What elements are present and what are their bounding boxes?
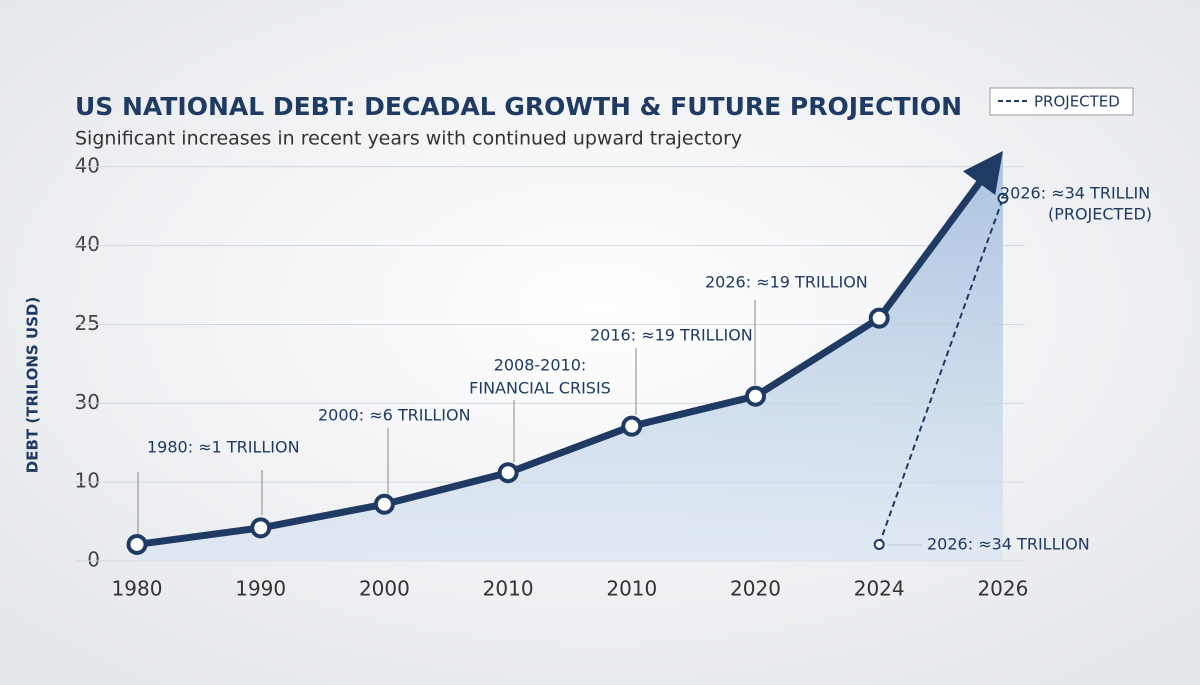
x-tick-label: 1980 xyxy=(112,577,163,601)
chart-subtitle: Significant increases in recent years wi… xyxy=(75,128,742,150)
annotation: 2016: ≈19 TRILLION xyxy=(590,326,753,345)
y-tick-label: 30 xyxy=(75,390,100,414)
x-tick-label: 2020 xyxy=(730,577,781,601)
point xyxy=(868,307,890,329)
annotation: 2026: ≈34 TRILLION xyxy=(927,535,1090,554)
y-tick-label: 10 xyxy=(75,469,100,493)
y-axis-label: DEBT (TRILONS USD) xyxy=(24,297,42,473)
x-tick-label: 2010 xyxy=(483,577,534,601)
y-tick-label: 25 xyxy=(75,311,100,335)
projected-line xyxy=(878,197,1004,545)
x-tick-label: 2000 xyxy=(359,577,410,601)
x-tick-label: 2026 xyxy=(977,577,1028,601)
chart-title: US NATIONAL DEBT: DECADAL GROWTH & FUTUR… xyxy=(75,92,962,121)
point xyxy=(250,517,272,539)
annotation: 2008-2010: xyxy=(494,356,587,375)
annotation: 1980: ≈1 TRILLION xyxy=(147,438,300,457)
annotation: FINANCIAL CRISIS xyxy=(469,379,611,398)
legend-box xyxy=(989,87,1134,116)
projected-point xyxy=(873,538,885,550)
legend: PROJECTED xyxy=(989,87,1134,116)
projected-point xyxy=(997,192,1009,204)
point xyxy=(621,415,643,437)
x-tick-label: 2010 xyxy=(606,577,657,601)
annotation: (PROJECTED) xyxy=(1048,205,1152,224)
x-tick-label: 1990 xyxy=(235,577,286,601)
line xyxy=(136,173,988,548)
annotation: 2026: ≈34 TRILLIN xyxy=(1000,184,1150,203)
point xyxy=(126,533,148,555)
point xyxy=(497,462,519,484)
y-tick-label: 40 xyxy=(75,232,100,256)
area xyxy=(137,151,1003,561)
point xyxy=(745,385,766,407)
legend-label: PROJECTED xyxy=(1034,93,1120,111)
x-tick-label: 2024 xyxy=(854,577,905,601)
arrowhead xyxy=(963,151,1003,196)
y-tick-label: 40 xyxy=(75,153,100,177)
annotation: 2026: ≈19 TRILLION xyxy=(705,273,868,292)
annotation: 2000: ≈6 TRILLION xyxy=(318,406,471,425)
y-tick-label: 0 xyxy=(87,548,100,572)
point xyxy=(373,493,395,515)
